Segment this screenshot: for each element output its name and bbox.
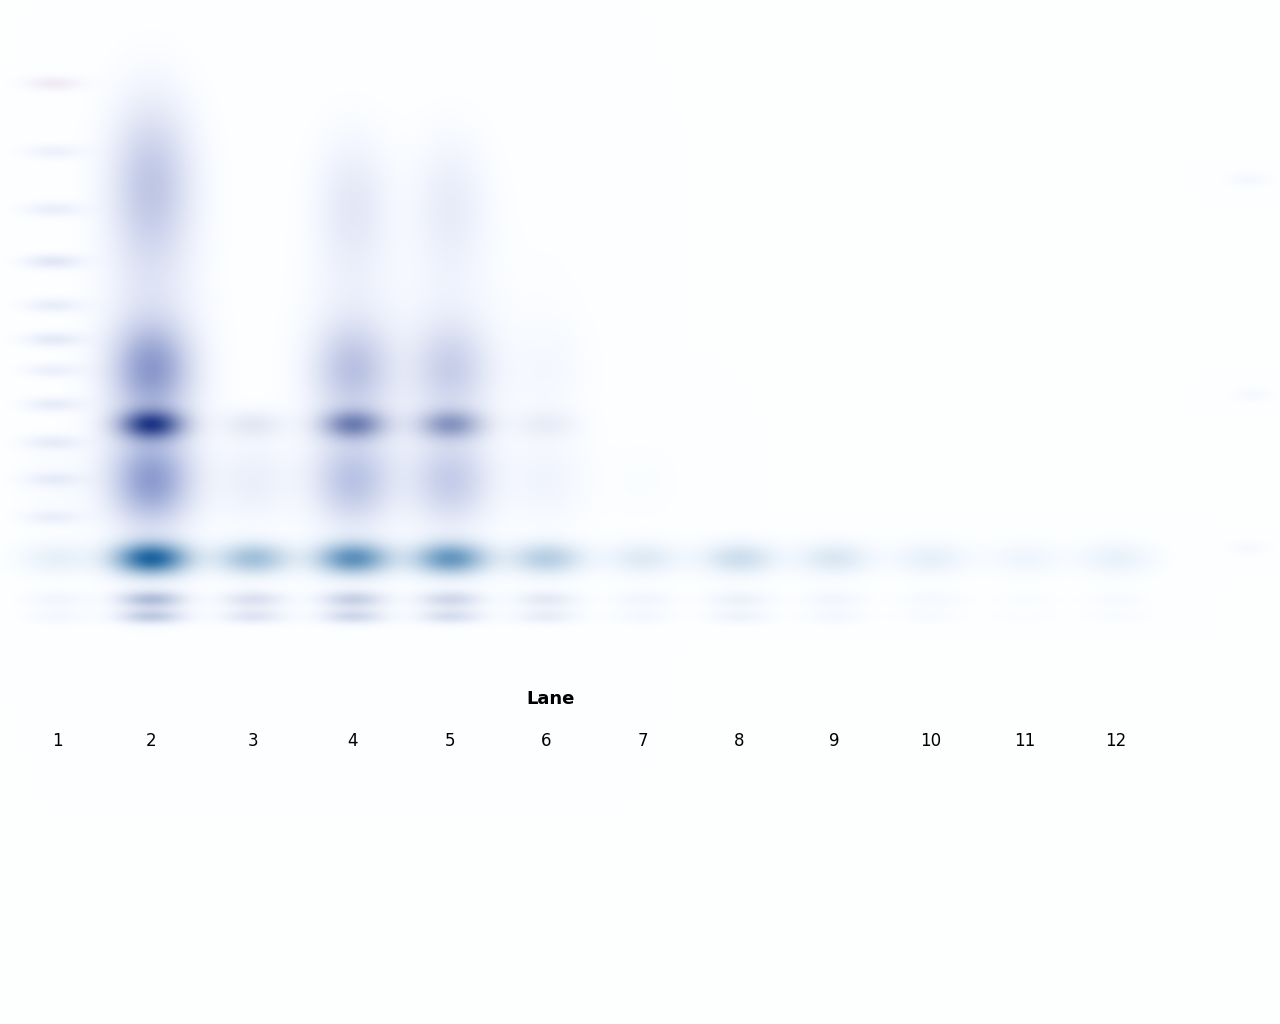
Text: 9: 9 — [828, 732, 840, 751]
Text: 8: 8 — [733, 732, 744, 751]
Text: 2: 2 — [146, 732, 156, 751]
Text: 12: 12 — [1106, 732, 1126, 751]
Text: 11: 11 — [1014, 732, 1036, 751]
Text: 7: 7 — [637, 732, 648, 751]
Text: 3: 3 — [248, 732, 259, 751]
Text: 4: 4 — [348, 732, 358, 751]
Text: Lane: Lane — [526, 690, 575, 708]
Text: 6: 6 — [540, 732, 552, 751]
Text: 1: 1 — [51, 732, 63, 751]
Text: 10: 10 — [920, 732, 942, 751]
Text: 5: 5 — [444, 732, 456, 751]
